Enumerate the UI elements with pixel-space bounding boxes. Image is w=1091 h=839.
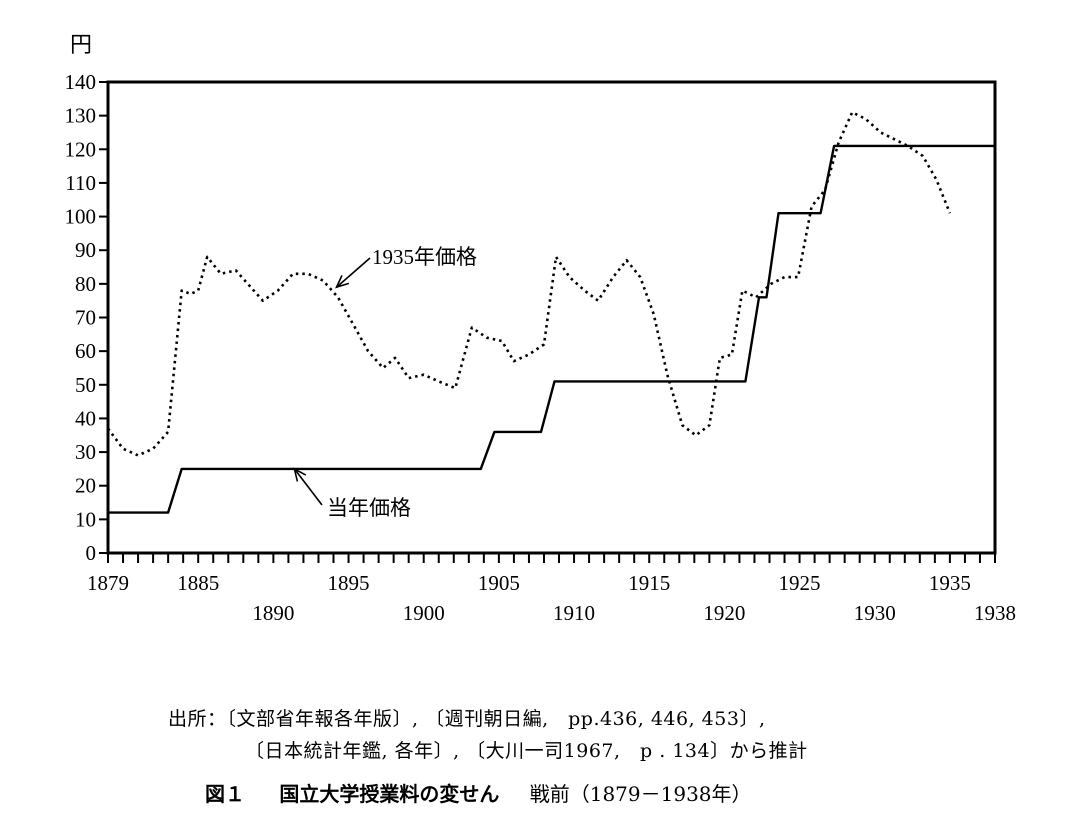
annotation-arrow-head	[293, 467, 307, 482]
x-tick-label: 1910	[553, 601, 595, 625]
x-tick-label: 1885	[177, 571, 219, 595]
x-tick-label: 1890	[252, 601, 294, 625]
y-tick-label: 80	[75, 272, 96, 296]
source-note-line2: 〔日本統計年鑑, 各年〕, 〔大川一司1967, p . 134〕から推計	[245, 740, 808, 762]
figure-title: 国立大学授業料の変せん	[279, 782, 500, 806]
y-tick-label: 20	[75, 474, 96, 498]
y-tick-label: 40	[75, 406, 96, 430]
plot-area	[106, 80, 997, 555]
x-tick-label: 1895	[328, 571, 370, 595]
x-tick-label: 1900	[403, 601, 445, 625]
annotation-arrow-shaft	[293, 468, 323, 506]
y-tick-label: 0	[86, 541, 97, 565]
y-tick-label: 90	[75, 238, 96, 262]
y-tick-label: 100	[65, 205, 97, 229]
y-tick-label: 140	[65, 70, 97, 94]
y-axis: 0 10 20 30 40 50 60 70 80 90 100 110 120 130 140	[65, 70, 108, 565]
annotation-arrow-shaft	[335, 257, 371, 288]
y-tick-label: 130	[65, 104, 97, 128]
plot-frame	[106, 80, 997, 555]
x-tick-label: 1879	[87, 571, 129, 595]
annotation-label: 1935年価格	[372, 245, 477, 269]
y-axis-unit: 円	[70, 32, 92, 57]
series-layer	[106, 111, 995, 514]
x-tick-label: 1938	[974, 601, 1016, 625]
chart: 円 0 10 20 30 40 50 60 70 80 90 100 110 120 130 140 187…	[65, 32, 1017, 625]
figure-number: 図１	[205, 782, 245, 806]
annotation-label: 当年価格	[327, 496, 411, 520]
figure-period: 戦前（1879－1938年）	[529, 782, 752, 806]
source-note-line1: 出所：〔文部省年報各年版〕, 〔週刊朝日編, pp.436, 446, 453〕…	[168, 708, 766, 730]
y-tick-label: 70	[75, 306, 96, 330]
y-tick-label: 120	[65, 137, 97, 161]
y-tick-label: 60	[75, 339, 96, 363]
y-tick-label: 110	[65, 171, 96, 195]
y-tick-label: 50	[75, 373, 96, 397]
x-tick-label: 1935	[929, 571, 971, 595]
x-tick-label: 1915	[628, 571, 670, 595]
x-axis: 1879 1885 1890 1895 1900 1905 1910 1915 1920 1925…	[87, 553, 1016, 625]
x-tick-label: 1925	[779, 571, 821, 595]
y-tick-label: 30	[75, 440, 96, 464]
y-tick-label: 10	[75, 507, 96, 531]
figure-caption: 図１ 国立大学授業料の変せん 戦前（1879－1938年）	[205, 778, 752, 807]
x-tick-label: 1920	[703, 601, 745, 625]
annotation-arrow-head	[335, 275, 350, 289]
series-1935-price-line	[106, 111, 952, 457]
series-current-price-line	[108, 144, 995, 514]
x-tick-label: 1930	[854, 601, 896, 625]
x-tick-label: 1905	[478, 571, 520, 595]
